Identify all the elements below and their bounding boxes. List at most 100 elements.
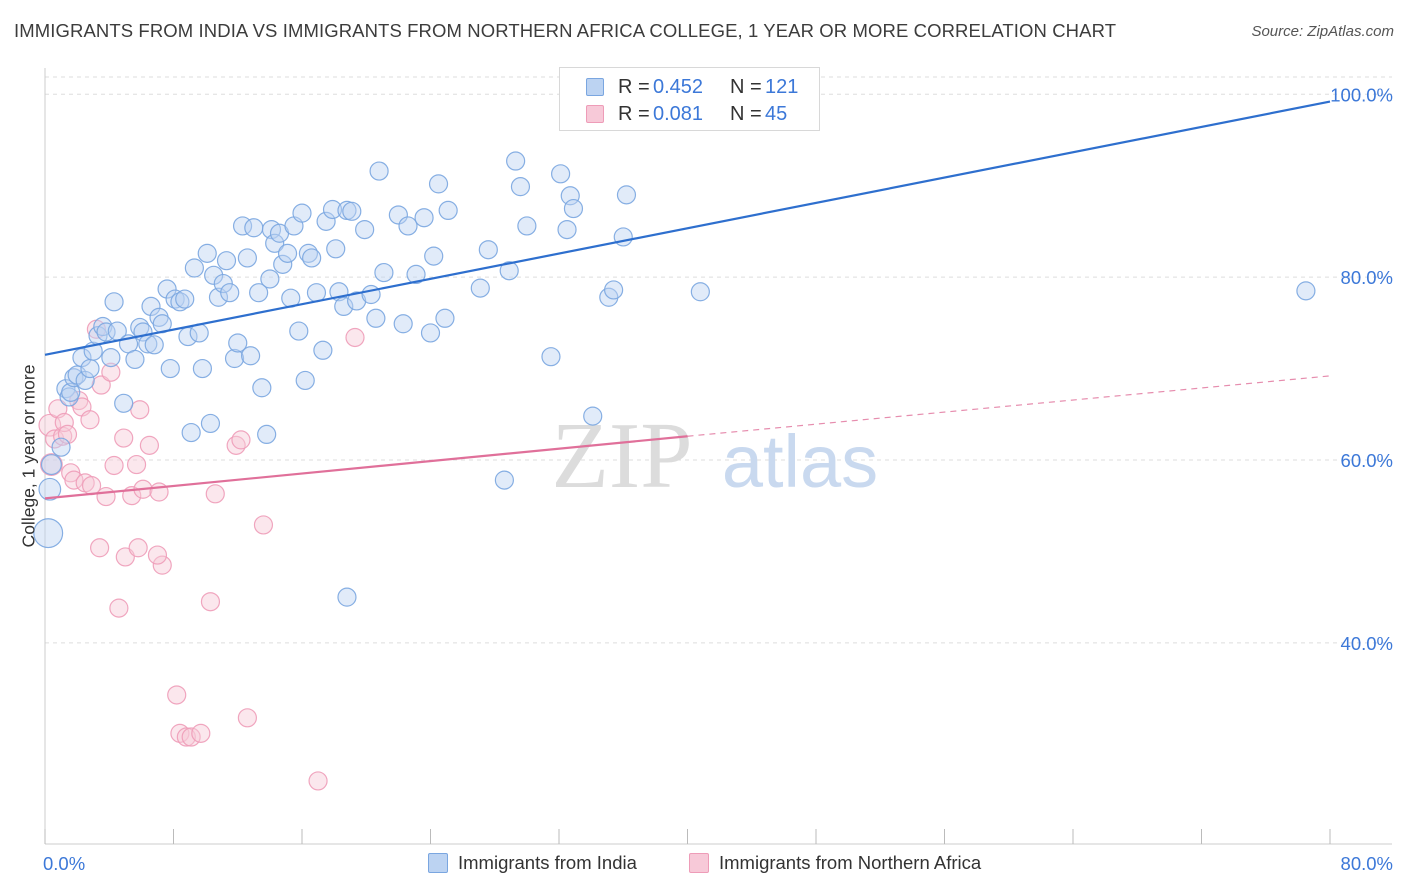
india-point	[541, 347, 561, 367]
india-point	[420, 323, 441, 343]
india-point	[361, 284, 381, 305]
nafrica-point	[114, 428, 134, 448]
india-point	[75, 370, 95, 391]
nafrica-point	[253, 515, 274, 535]
india-point	[424, 246, 444, 266]
india-point	[93, 316, 113, 337]
india-point	[337, 587, 357, 607]
india-point	[295, 370, 315, 391]
nafrica-point	[40, 453, 63, 476]
india-point	[374, 262, 394, 283]
india-point	[369, 161, 389, 181]
nafrica-legend-swatch	[689, 853, 709, 873]
nafrica-r-label: R =	[618, 103, 650, 125]
india-point	[277, 243, 298, 263]
india-point	[510, 177, 531, 197]
india-point	[322, 199, 343, 220]
nafrica-point	[308, 771, 328, 791]
legend-item-india[interactable]: Immigrants from India	[428, 852, 637, 874]
india-point	[141, 296, 161, 316]
nafrica-point	[126, 454, 147, 475]
india-point	[228, 333, 248, 353]
nafrica-n-value: 45	[765, 103, 788, 125]
india-point	[313, 340, 333, 360]
nafrica-points	[38, 319, 365, 791]
nafrica-point	[139, 435, 160, 455]
nafrica-n-label: N =	[730, 103, 762, 125]
india-point	[157, 279, 177, 299]
india-point	[80, 358, 100, 379]
india-point	[470, 278, 490, 298]
y-tick-label: 80.0%	[1341, 267, 1393, 288]
nafrica-legend-label: Immigrants from Northern Africa	[719, 852, 982, 873]
india-point	[260, 269, 280, 289]
source-text[interactable]: Source: ZipAtlas.com	[1251, 23, 1394, 40]
nafrica-point	[176, 727, 196, 747]
nafrica-point	[205, 484, 225, 504]
tick-labels: 40.0% 60.0% 80.0% 100.0% 0.0% 80.0%	[43, 84, 1393, 874]
watermark-zip: ZIP	[552, 404, 693, 508]
india-point	[306, 283, 327, 303]
x-tick-label: 0.0%	[43, 853, 85, 874]
india-point	[257, 424, 277, 444]
india-point	[192, 358, 213, 379]
india-point	[342, 201, 362, 221]
nafrica-point	[147, 545, 168, 565]
india-point	[604, 280, 624, 300]
india-point	[355, 220, 375, 240]
india-point	[160, 358, 180, 379]
india-point	[616, 185, 637, 205]
india-point	[64, 368, 84, 388]
india-point	[435, 308, 455, 328]
chart-title: IMMIGRANTS FROM INDIA VS IMMIGRANTS FROM…	[14, 20, 1117, 41]
india-point	[292, 203, 312, 223]
nafrica-r-value: 0.081	[653, 103, 704, 125]
nafrica-point	[231, 430, 251, 450]
y-axis-label: College, 1 year or more	[18, 364, 39, 548]
india-point	[204, 265, 224, 285]
stats-legend: R = 0.452 N = 121 R = 0.081 N = 45	[559, 67, 820, 131]
india-r-label: R =	[618, 76, 650, 98]
nafrica-point	[54, 412, 74, 433]
india-point	[557, 220, 577, 240]
india-point	[144, 335, 164, 355]
india-point	[125, 349, 145, 370]
nafrica-trend-extension	[687, 375, 1331, 437]
india-point	[273, 254, 293, 274]
india-point	[393, 314, 413, 334]
india-point	[499, 261, 519, 281]
india-point	[551, 164, 571, 184]
trend-lines	[44, 100, 1331, 500]
india-point	[38, 477, 62, 501]
x-tick-label: 80.0%	[1341, 853, 1393, 874]
nafrica-point	[109, 598, 129, 618]
nafrica-point	[128, 538, 148, 558]
india-point	[316, 211, 336, 231]
nafrica-point	[90, 538, 110, 558]
india-r-value: 0.452	[653, 76, 704, 98]
nafrica-point	[237, 708, 257, 728]
india-point	[438, 200, 458, 220]
india-point	[289, 321, 309, 341]
india-points	[33, 151, 1316, 607]
india-point	[197, 243, 217, 263]
india-point	[249, 283, 269, 303]
india-point	[241, 346, 261, 366]
india-point	[326, 239, 346, 259]
india-point	[517, 216, 537, 236]
nafrica-point	[80, 410, 100, 430]
india-n-value: 121	[765, 76, 799, 98]
nafrica-point	[130, 400, 150, 420]
source-link[interactable]: Source: ZipAtlas.com	[1251, 23, 1394, 40]
india-legend-swatch	[428, 853, 448, 873]
india-point	[388, 205, 408, 225]
legend-item-nafrica[interactable]: Immigrants from Northern Africa	[689, 852, 981, 874]
india-point	[494, 470, 514, 490]
y-tick-label: 100.0%	[1330, 84, 1393, 105]
india-point	[265, 233, 285, 253]
axes	[44, 68, 1392, 845]
india-point	[175, 289, 195, 309]
india-point	[40, 454, 62, 476]
india-point	[583, 406, 603, 426]
